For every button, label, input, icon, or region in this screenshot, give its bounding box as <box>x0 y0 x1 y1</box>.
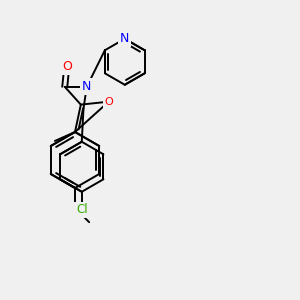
Text: Cl: Cl <box>76 203 88 216</box>
Text: O: O <box>62 60 72 74</box>
Text: N: N <box>120 32 129 45</box>
Text: O: O <box>104 97 113 107</box>
Text: N: N <box>82 80 92 93</box>
